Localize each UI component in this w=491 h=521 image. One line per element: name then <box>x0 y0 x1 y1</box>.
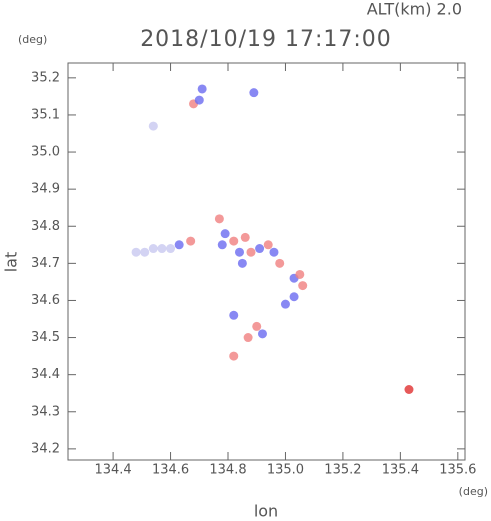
y-tick-label: 34.2 <box>31 441 60 456</box>
y-tick-label: 34.5 <box>31 330 60 345</box>
y-tick-label: 34.4 <box>31 367 60 382</box>
echo-point <box>243 333 253 343</box>
echo-point <box>214 214 224 224</box>
echo-point <box>289 292 299 302</box>
echo-point <box>275 258 285 268</box>
x-tick-label: 134.4 <box>94 463 131 478</box>
x-axis-label: lon <box>254 502 278 521</box>
echo-point <box>269 247 279 257</box>
echo-point <box>404 385 414 395</box>
chart-title: 2018/10/19 17:17:00 <box>140 27 392 52</box>
x-tick-label: 134.6 <box>152 463 189 478</box>
echo-point <box>263 240 273 250</box>
echo-point <box>280 299 290 309</box>
echo-point <box>237 258 247 268</box>
echo-point <box>157 244 167 254</box>
echo-point <box>229 351 239 361</box>
y-tick-label: 35.1 <box>31 107 60 122</box>
echo-point <box>148 244 158 254</box>
echo-point <box>166 244 176 254</box>
echo-point <box>295 269 305 279</box>
y-tick-label: 34.3 <box>31 404 60 419</box>
y-tick-label: 34.9 <box>31 182 60 197</box>
x-unit: (deg) <box>459 485 488 498</box>
echo-point <box>174 240 184 250</box>
y-unit: (deg) <box>18 33 47 46</box>
y-tick-label: 34.8 <box>31 219 60 234</box>
y-tick-label: 34.7 <box>31 256 60 271</box>
echo-point <box>252 321 262 331</box>
echo-point <box>220 229 230 239</box>
echo-point <box>217 240 227 250</box>
x-tick-label: 135.6 <box>439 463 476 478</box>
echo-point <box>298 281 308 291</box>
y-axis-label: lat <box>2 252 21 273</box>
echo-point <box>249 88 259 98</box>
echo-point <box>131 247 141 257</box>
echo-point <box>229 236 239 246</box>
echo-point <box>255 244 265 254</box>
echo-point <box>240 232 250 242</box>
echo-point <box>186 236 196 246</box>
echo-point <box>194 95 204 105</box>
y-tick-label: 35.2 <box>31 70 60 85</box>
echo-point <box>197 84 207 94</box>
y-tick-label: 35.0 <box>31 145 60 160</box>
echo-point <box>246 247 256 257</box>
x-tick-label: 135.4 <box>382 463 419 478</box>
plot-frame <box>67 62 466 461</box>
y-tick-label: 34.6 <box>31 293 60 308</box>
echo-point <box>257 329 267 339</box>
x-tick-label: 134.8 <box>209 463 246 478</box>
echo-point <box>140 247 150 257</box>
echo-point <box>234 247 244 257</box>
echo-point <box>229 310 239 320</box>
echo-point <box>148 121 158 131</box>
chart-subtitle: ALT(km) 2.0 <box>367 0 462 19</box>
x-tick-label: 135.0 <box>267 463 304 478</box>
x-tick-label: 135.2 <box>324 463 361 478</box>
